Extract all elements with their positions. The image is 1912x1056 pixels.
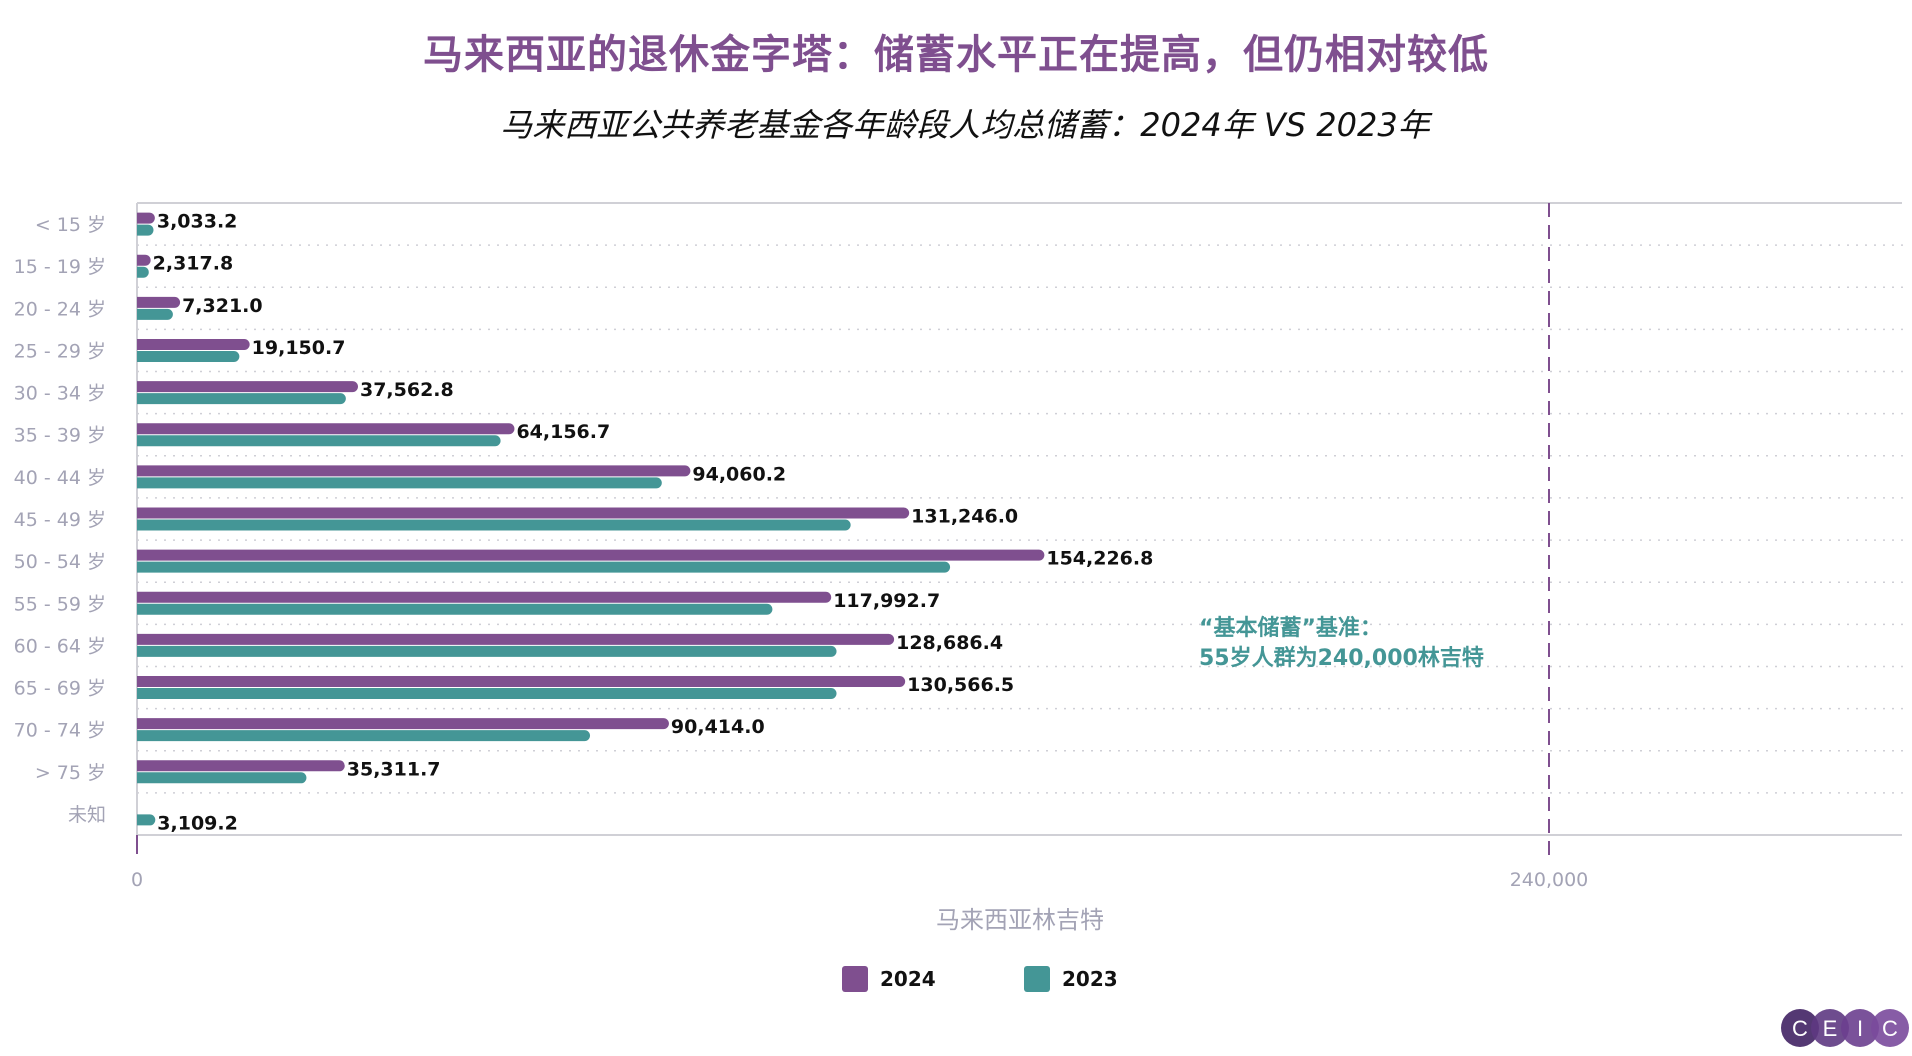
legend-label-2023: 2023 [1062, 967, 1118, 991]
y-axis-label: 55 - 59 岁 [14, 593, 106, 615]
y-axis-labels: < 15 岁 15 - 19 岁 20 - 24 岁 25 - 29 岁 30 - 34… [14, 214, 106, 826]
bar-2023 [137, 772, 307, 784]
y-axis-label: > 75 岁 [35, 762, 106, 784]
bar-2023 [137, 266, 149, 278]
bar-2024 [137, 338, 250, 350]
bar-2024 [137, 381, 358, 393]
y-axis-label: 未知 [68, 804, 106, 826]
bar-2023 [137, 688, 837, 700]
legend-item-2024[interactable]: 2024 [842, 966, 936, 992]
logo-letter-c1: C [1792, 1016, 1808, 1041]
bar-2024 [137, 507, 910, 519]
value-labels: 3,033.2 2,317.8 7,321.0 19,150.7 37,562.8 64,… [153, 211, 1154, 835]
y-axis-label: 50 - 54 岁 [14, 551, 106, 573]
legend: 2024 2023 [842, 966, 1118, 992]
legend-swatch-2024 [842, 966, 868, 992]
bar-2024 [137, 296, 181, 308]
x-axis-ticks: 0 240,000 [131, 835, 1588, 891]
bar-2024 [137, 254, 151, 266]
ceic-logo: C E I C [1781, 1009, 1909, 1047]
bar-2023 [137, 224, 154, 236]
chart-title: 马来西亚的退休金字塔：储蓄水平正在提高，但仍相对较低 [423, 32, 1489, 78]
y-axis-label: 70 - 74 岁 [14, 720, 106, 742]
legend-label-2024: 2024 [880, 967, 936, 991]
bar-2024 [137, 760, 345, 772]
logo-letter-i: I [1857, 1016, 1863, 1041]
y-axis-label: 25 - 29 岁 [14, 340, 106, 362]
x-tick-label: 0 [131, 869, 143, 891]
bar-2023 [137, 603, 773, 615]
benchmark-annotation-line-1: “基本储蓄”基准： [1199, 615, 1382, 641]
bar-2023 [137, 393, 346, 405]
bars [137, 212, 1045, 826]
bar-2023 [137, 561, 951, 573]
value-label: 131,246.0 [911, 506, 1018, 528]
legend-item-2023[interactable]: 2023 [1024, 966, 1118, 992]
legend-swatch-2023 [1024, 966, 1050, 992]
bar-2024 [137, 212, 155, 224]
y-axis-label: 20 - 24 岁 [14, 298, 106, 320]
value-label: 94,060.2 [692, 463, 786, 485]
bar-2024 [137, 423, 515, 435]
value-label: 7,321.0 [182, 295, 263, 317]
y-axis-label: 45 - 49 岁 [14, 509, 106, 531]
y-axis-label: 30 - 34 岁 [14, 383, 106, 405]
bar-2023 [137, 519, 851, 531]
y-axis-label: 40 - 44 岁 [14, 467, 106, 489]
value-label: 3,033.2 [157, 211, 238, 233]
bar-2023 [137, 730, 591, 742]
y-axis-label: 15 - 19 岁 [14, 256, 106, 278]
bar-2024 [137, 718, 669, 730]
bar-2024 [137, 591, 832, 603]
bar-2024 [137, 633, 895, 645]
bar-2023 [137, 645, 837, 657]
bar-2023 [137, 814, 156, 826]
x-axis-title: 马来西亚林吉特 [936, 906, 1104, 934]
value-label: 2,317.8 [153, 253, 234, 275]
bar-2023 [137, 435, 501, 447]
value-label: 154,226.8 [1046, 548, 1153, 570]
value-label: 117,992.7 [833, 590, 940, 612]
value-label: 130,566.5 [907, 674, 1014, 696]
bar-2024 [137, 465, 691, 477]
y-axis-label: 60 - 64 岁 [14, 635, 106, 657]
value-label: 128,686.4 [896, 632, 1003, 654]
bar-2023 [137, 477, 662, 489]
gridlines [137, 244, 1910, 794]
value-label: 19,150.7 [252, 337, 346, 359]
value-label: 90,414.0 [671, 716, 765, 738]
bar-2023 [137, 350, 240, 362]
y-axis-label: < 15 岁 [35, 214, 106, 236]
chart-subtitle: 马来西亚公共养老基金各年龄段人均总储蓄：2024年 VS 2023年 [500, 106, 1430, 144]
benchmark-annotation-line-2: 55岁人群为240,000林吉特 [1199, 645, 1484, 671]
value-label: 37,562.8 [360, 379, 454, 401]
bar-2024 [137, 549, 1045, 561]
x-tick-label: 240,000 [1510, 869, 1589, 891]
bar-2024 [137, 676, 906, 688]
bar-2023 [137, 308, 173, 320]
value-label: 3,109.2 [157, 812, 238, 834]
logo-letter-c2: C [1882, 1016, 1898, 1041]
y-axis-label: 35 - 39 岁 [14, 425, 106, 447]
value-label: 35,311.7 [347, 758, 441, 780]
value-label: 64,156.7 [516, 421, 610, 443]
logo-letter-e: E [1823, 1016, 1838, 1041]
y-axis-label: 65 - 69 岁 [14, 678, 106, 700]
